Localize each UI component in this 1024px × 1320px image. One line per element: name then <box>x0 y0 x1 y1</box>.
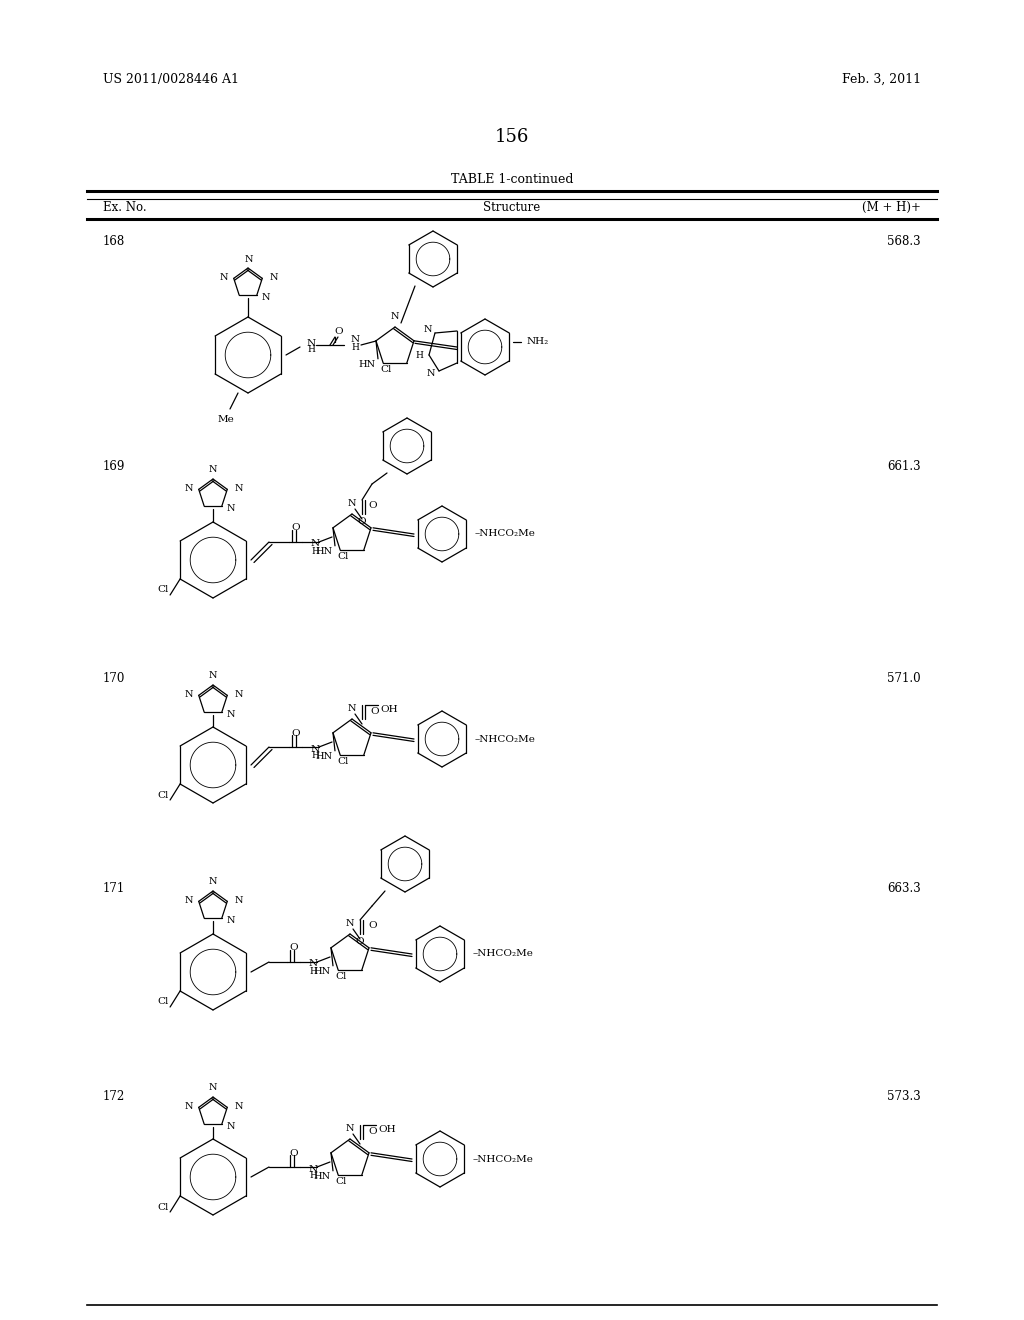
Text: N: N <box>234 896 243 906</box>
Text: O: O <box>370 706 379 715</box>
Text: 573.3: 573.3 <box>887 1090 921 1104</box>
Text: N: N <box>348 704 356 713</box>
Text: US 2011/0028446 A1: US 2011/0028446 A1 <box>103 73 239 86</box>
Text: N: N <box>311 540 321 549</box>
Text: N: N <box>427 368 435 378</box>
Text: Ex. No.: Ex. No. <box>103 201 146 214</box>
Text: Feb. 3, 2011: Feb. 3, 2011 <box>842 73 921 86</box>
Text: 568.3: 568.3 <box>888 235 921 248</box>
Text: Cl: Cl <box>335 972 346 981</box>
Text: –NHCO₂Me: –NHCO₂Me <box>473 1155 534 1163</box>
Text: O: O <box>292 524 300 532</box>
Text: O: O <box>355 937 365 946</box>
Text: 169: 169 <box>103 459 125 473</box>
Text: 171: 171 <box>103 882 125 895</box>
Text: N: N <box>245 255 253 264</box>
Text: –NHCO₂Me: –NHCO₂Me <box>473 949 534 958</box>
Text: (M + H)+: (M + H)+ <box>862 201 921 214</box>
Text: HN: HN <box>315 546 332 556</box>
Text: 172: 172 <box>103 1090 125 1104</box>
Text: 170: 170 <box>103 672 125 685</box>
Text: H: H <box>311 546 318 556</box>
Text: OH: OH <box>380 705 397 714</box>
Text: Cl: Cl <box>158 791 169 800</box>
Text: N: N <box>309 960 318 969</box>
Text: N: N <box>209 465 217 474</box>
Text: N: N <box>309 1164 318 1173</box>
Text: 168: 168 <box>103 235 125 248</box>
Text: Cl: Cl <box>335 1177 346 1185</box>
Text: N: N <box>227 916 236 924</box>
Text: N: N <box>219 273 227 282</box>
Text: N: N <box>234 484 243 492</box>
Text: N: N <box>262 293 270 302</box>
Text: Structure: Structure <box>483 201 541 214</box>
Text: N: N <box>351 335 360 345</box>
Text: HN: HN <box>313 1172 331 1180</box>
Text: H: H <box>309 1172 316 1180</box>
Text: Cl: Cl <box>337 756 348 766</box>
Text: TABLE 1-continued: TABLE 1-continued <box>451 173 573 186</box>
Text: N: N <box>234 690 243 698</box>
Text: Me: Me <box>218 414 234 424</box>
Text: H: H <box>351 342 358 351</box>
Text: N: N <box>227 710 236 718</box>
Text: N: N <box>346 919 354 928</box>
Text: Cl: Cl <box>158 1203 169 1212</box>
Text: H: H <box>307 346 314 355</box>
Text: N: N <box>184 690 193 698</box>
Text: HN: HN <box>313 966 331 975</box>
Text: N: N <box>346 1125 354 1133</box>
Text: 156: 156 <box>495 128 529 147</box>
Text: N: N <box>209 1082 217 1092</box>
Text: N: N <box>269 273 278 282</box>
Text: N: N <box>184 896 193 906</box>
Text: OH: OH <box>378 1125 395 1134</box>
Text: O: O <box>368 502 377 511</box>
Text: Cl: Cl <box>380 364 391 374</box>
Text: N: N <box>348 499 356 508</box>
Text: N: N <box>227 504 236 512</box>
Text: N: N <box>184 484 193 492</box>
Text: 663.3: 663.3 <box>887 882 921 895</box>
Text: O: O <box>292 729 300 738</box>
Text: N: N <box>391 312 399 321</box>
Text: 661.3: 661.3 <box>888 459 921 473</box>
Text: H: H <box>311 751 318 760</box>
Text: N: N <box>184 1102 193 1111</box>
Text: H: H <box>415 351 423 360</box>
Text: HN: HN <box>358 359 375 368</box>
Text: H: H <box>309 966 316 975</box>
Text: O: O <box>290 944 298 953</box>
Text: O: O <box>368 921 377 931</box>
Text: N: N <box>307 338 316 347</box>
Text: –NHCO₂Me: –NHCO₂Me <box>475 529 536 539</box>
Text: O: O <box>290 1148 298 1158</box>
Text: N: N <box>234 1102 243 1111</box>
Text: N: N <box>424 326 432 334</box>
Text: N: N <box>227 1122 236 1131</box>
Text: O: O <box>357 517 367 525</box>
Text: –NHCO₂Me: –NHCO₂Me <box>475 734 536 743</box>
Text: N: N <box>209 671 217 680</box>
Text: N: N <box>209 876 217 886</box>
Text: N: N <box>311 744 321 754</box>
Text: HN: HN <box>315 751 332 760</box>
Text: O: O <box>368 1126 377 1135</box>
Text: Cl: Cl <box>158 586 169 594</box>
Text: NH₂: NH₂ <box>527 338 549 346</box>
Text: Cl: Cl <box>158 998 169 1006</box>
Text: 571.0: 571.0 <box>888 672 921 685</box>
Text: O: O <box>335 326 343 335</box>
Text: Cl: Cl <box>337 552 348 561</box>
